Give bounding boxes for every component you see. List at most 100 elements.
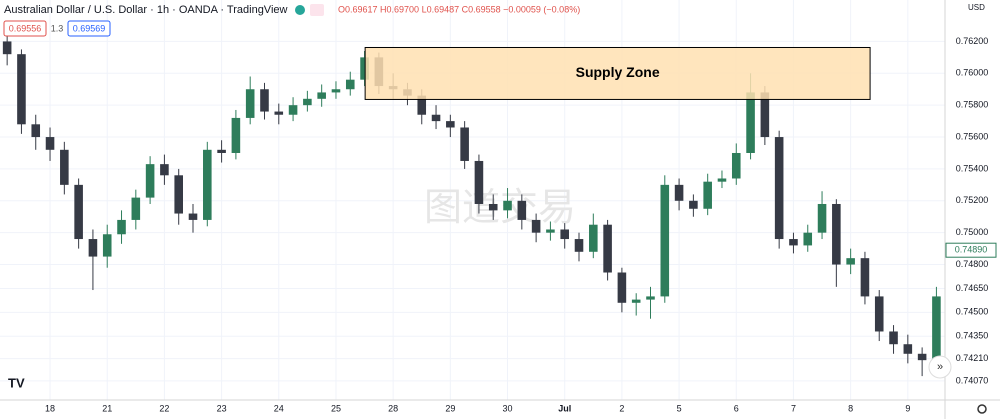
x-tick-label: 7: [791, 403, 796, 413]
candle-body: [546, 229, 555, 233]
currency: USD: [968, 3, 985, 12]
candle-body: [760, 92, 770, 138]
candle-body: [746, 92, 755, 153]
x-tick-label: 23: [217, 403, 227, 413]
axes: 0.76200 0.76000 0.75800 0.75600 0.75400 0.752…: [45, 36, 997, 413]
zone-label: Supply Zone: [576, 64, 660, 80]
plot: Supply Zone: [2, 35, 941, 377]
candle-body: [617, 272, 627, 303]
candle-body: [846, 258, 855, 265]
candle-body: [245, 89, 255, 118]
candle-body: [102, 234, 112, 257]
candle-body: [160, 164, 169, 176]
x-tick-label: 22: [159, 403, 169, 413]
y-tick-label: 0.74070: [956, 375, 989, 385]
candle-body: [131, 197, 141, 220]
y-tick-label: 0.76000: [956, 68, 989, 78]
logo: TV: [8, 375, 25, 390]
candle-body: [874, 296, 884, 332]
candle-body: [446, 121, 455, 128]
settings-icon[interactable]: [977, 404, 987, 414]
candle-body: [860, 258, 870, 297]
candle-body: [631, 299, 641, 303]
x-tick-label: Jul: [558, 403, 571, 413]
candle-body: [817, 203, 827, 233]
x-tick-label: 24: [274, 403, 284, 413]
candle-body: [832, 203, 841, 265]
candle-body: [689, 200, 698, 209]
candle-body: [789, 239, 798, 246]
candle-body: [460, 127, 469, 161]
candle-body: [646, 296, 655, 300]
x-tick-label: 2: [619, 403, 624, 413]
candle-body: [260, 89, 269, 112]
sell-box[interactable]: [3, 20, 47, 37]
candle-body: [917, 353, 927, 361]
candle-body: [531, 219, 541, 233]
x-tick-label: 21: [102, 403, 112, 413]
candle-body: [431, 114, 441, 122]
candle-body: [674, 184, 684, 201]
candle-body: [217, 149, 226, 153]
candle-body: [203, 149, 212, 220]
ohlc: O0.69617 H0.69700 L0.69487 C0.69558 −0.0…: [338, 4, 580, 14]
candle-body: [31, 124, 41, 138]
candle-body: [288, 105, 298, 115]
x-tick-label: 5: [677, 403, 682, 413]
y-tick-label: 0.74650: [956, 283, 989, 293]
candle-body: [345, 79, 355, 90]
candle-body: [303, 98, 312, 106]
candle-body: [703, 181, 712, 209]
candle-body: [331, 89, 341, 93]
scroll-button[interactable]: [928, 355, 952, 379]
y-tick-label: 0.74350: [956, 331, 989, 341]
candle-body: [2, 41, 12, 55]
x-tick-label: 8: [848, 403, 853, 413]
y-tick-label: 0.75200: [956, 195, 989, 205]
y-tick-label: 0.76200: [956, 36, 989, 46]
candle-body: [517, 200, 527, 220]
x-tick-label: 25: [331, 403, 341, 413]
candle-body: [317, 92, 326, 99]
chart-title: Australian Dollar / U.S. Dollar · 1h · O…: [4, 4, 288, 16]
candle-body: [803, 232, 813, 246]
candle-body: [774, 137, 784, 240]
candle-body: [603, 224, 612, 273]
candle-body: [717, 178, 727, 182]
candle-body: [274, 111, 284, 115]
candle-body: [889, 331, 898, 345]
candle-body: [60, 149, 69, 185]
candle-body: [360, 57, 369, 80]
candle-body: [45, 137, 55, 150]
candle-body: [488, 203, 498, 211]
candle-body: [503, 200, 512, 211]
status-dot: [295, 5, 305, 15]
candle-body: [231, 117, 241, 153]
y-tick-label: 0.74800: [956, 259, 989, 269]
scroll-icon: »: [937, 361, 943, 373]
y-tick-label: 0.75000: [956, 227, 989, 237]
y-tick-label: 0.75600: [956, 131, 989, 141]
buy-price: 0.69569: [73, 23, 106, 33]
sell-price: 0.69556: [9, 23, 42, 33]
candle-body: [560, 229, 570, 240]
candle-body: [660, 184, 670, 297]
watermark: 图道交易: [424, 187, 576, 229]
supply-zone: [364, 46, 871, 100]
y-tick-label: 0.75400: [956, 163, 989, 173]
candle-body: [932, 296, 941, 361]
y-tick-label: 0.74500: [956, 307, 989, 317]
candle-body: [117, 219, 126, 235]
candle-body: [417, 95, 427, 115]
candle-body: [574, 239, 584, 252]
candle-body: [174, 175, 183, 214]
candle-body: [188, 213, 198, 220]
y-tick-label: 0.75800: [956, 100, 989, 110]
y-tick-label: 0.74210: [956, 353, 989, 363]
candle-body: [474, 160, 484, 204]
x-tick-label: 9: [905, 403, 910, 413]
badge: [310, 4, 324, 16]
buy-box[interactable]: [67, 20, 111, 37]
x-tick-label: 28: [388, 403, 398, 413]
